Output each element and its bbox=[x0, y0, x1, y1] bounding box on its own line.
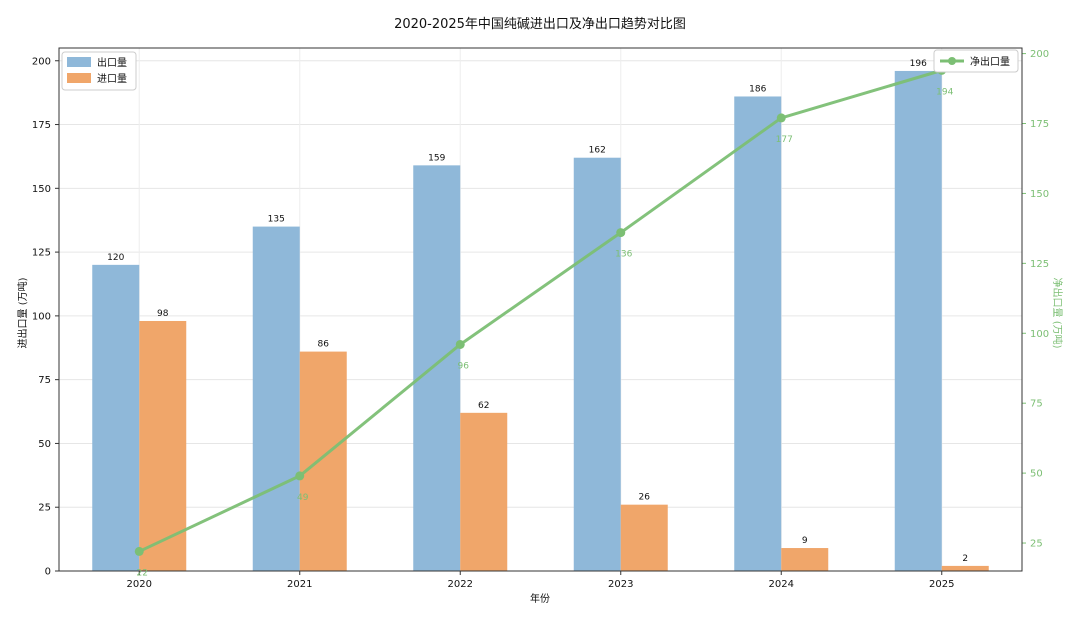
bar-export bbox=[734, 96, 782, 571]
label-layer: 1209813586159621622618691962224996136177… bbox=[107, 59, 968, 578]
bar-export bbox=[252, 226, 300, 571]
bar-label-import: 9 bbox=[802, 536, 808, 546]
x-tick-label: 2023 bbox=[608, 579, 633, 590]
axis-layer: 0 25 50 75 100 125 150 175 200 2020 2021 2022 2023 20… bbox=[32, 47, 1049, 590]
bar-export bbox=[894, 70, 942, 572]
point-label-net-export: 194 bbox=[936, 87, 953, 97]
y2-tick-label: 125 bbox=[1030, 259, 1049, 270]
point-label-net-export: 136 bbox=[615, 250, 632, 260]
legend-swatch-export bbox=[67, 57, 91, 67]
point-net-export bbox=[295, 471, 305, 481]
x-tick-label: 2020 bbox=[127, 579, 152, 590]
y2-tick-label: 75 bbox=[1030, 399, 1043, 410]
point-label-net-export: 177 bbox=[776, 135, 793, 145]
bar-label-export: 196 bbox=[910, 59, 927, 69]
y2-axis-label: 净出口量 (万吨) bbox=[1051, 278, 1064, 349]
bar-import bbox=[460, 412, 508, 571]
line-layer bbox=[134, 65, 947, 556]
legend-label-export: 出口量 bbox=[97, 56, 127, 69]
bar-label-import: 62 bbox=[478, 401, 489, 411]
bar-import bbox=[941, 565, 989, 571]
y2-tick-label: 150 bbox=[1030, 189, 1049, 200]
point-net-export bbox=[776, 113, 786, 123]
bar-import bbox=[620, 504, 668, 571]
legend-left: 出口量 进口量 bbox=[61, 51, 137, 91]
y-tick-label: 25 bbox=[38, 503, 51, 514]
line-net-export bbox=[138, 68, 943, 553]
legend-marker-net-export bbox=[948, 57, 956, 65]
x-tick-label: 2024 bbox=[769, 579, 794, 590]
y-tick-label: 0 bbox=[45, 567, 51, 578]
plot-frame bbox=[58, 47, 1023, 572]
bar-import bbox=[139, 320, 187, 571]
y2-tick-label: 50 bbox=[1030, 469, 1043, 480]
y-tick-label: 150 bbox=[32, 184, 51, 195]
bar-label-export: 186 bbox=[749, 84, 766, 94]
bar-label-export: 162 bbox=[589, 146, 606, 156]
legend-swatch-import bbox=[67, 73, 91, 83]
bar-label-export: 135 bbox=[268, 215, 285, 225]
x-tick-label: 2021 bbox=[287, 579, 312, 590]
y2-tick-label: 200 bbox=[1030, 49, 1049, 60]
legend-label-net-export: 净出口量 bbox=[970, 55, 1010, 68]
chart-title: 2020-2025年中国纯碱进出口及净出口趋势对比图 bbox=[394, 16, 686, 32]
y-tick-label: 200 bbox=[32, 56, 51, 67]
bar-label-import: 26 bbox=[639, 493, 651, 503]
y2-tick-label: 100 bbox=[1030, 329, 1049, 340]
y2-tick-label: 175 bbox=[1030, 119, 1049, 130]
point-label-net-export: 22 bbox=[137, 568, 148, 578]
y2-tick-label: 25 bbox=[1030, 539, 1043, 550]
bar-layer bbox=[92, 70, 989, 572]
y-tick-label: 175 bbox=[32, 120, 51, 131]
point-net-export bbox=[134, 546, 144, 556]
legend-right-box bbox=[933, 49, 1019, 73]
bar-import bbox=[299, 351, 347, 571]
point-net-export bbox=[455, 339, 465, 349]
bar-label-export: 159 bbox=[428, 153, 445, 163]
bar-export bbox=[573, 157, 621, 571]
y-axis-label: 进出口量 (万吨) bbox=[16, 277, 29, 348]
bar-label-import: 98 bbox=[157, 309, 169, 319]
x-axis-label: 年份 bbox=[530, 592, 550, 605]
y-tick-label: 75 bbox=[38, 375, 51, 386]
point-label-net-export: 96 bbox=[458, 361, 470, 371]
x-tick-label: 2022 bbox=[448, 579, 473, 590]
point-label-net-export: 49 bbox=[297, 493, 309, 503]
y-tick-label: 50 bbox=[38, 439, 51, 450]
legend-label-import: 进口量 bbox=[97, 73, 127, 85]
bar-label-import: 2 bbox=[962, 554, 968, 564]
bar-import bbox=[781, 548, 829, 571]
bar-label-export: 120 bbox=[107, 253, 124, 263]
y-tick-label: 100 bbox=[32, 311, 51, 322]
bar-export bbox=[413, 165, 461, 572]
bar-export bbox=[92, 264, 140, 571]
y-tick-label: 125 bbox=[32, 248, 51, 259]
bar-label-import: 86 bbox=[318, 340, 330, 350]
legend-right: 净出口量 bbox=[933, 49, 1019, 73]
grid-layer bbox=[59, 48, 1022, 572]
point-net-export bbox=[616, 228, 626, 238]
x-tick-label: 2025 bbox=[929, 579, 954, 590]
